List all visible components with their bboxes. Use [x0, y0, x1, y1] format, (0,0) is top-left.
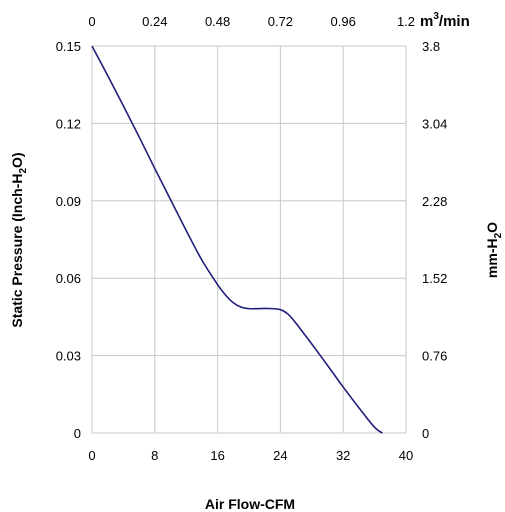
- y-axis-title-subscript: 2: [18, 168, 29, 174]
- secondary-x-axis-title: m3/min: [420, 11, 470, 30]
- secondary-x-title-part2: /min: [439, 13, 470, 30]
- x-tick-label: 32: [336, 448, 350, 463]
- x-axis-title: Air Flow-CFM: [205, 496, 295, 512]
- top-x-tick-label: 0.72: [268, 14, 293, 29]
- secondary-y-title-part2: O: [484, 222, 500, 233]
- y-tick-label: 0.09: [56, 194, 81, 209]
- x-tick-label: 24: [273, 448, 287, 463]
- y-tick-label: 0.15: [56, 39, 81, 54]
- right-y-tick-label: 1.52: [422, 271, 447, 286]
- x-tick-label: 40: [399, 448, 413, 463]
- right-y-tick-label: 2.28: [422, 194, 447, 209]
- y-tick-label: 0.12: [56, 116, 81, 131]
- x-tick-label: 0: [88, 448, 95, 463]
- x-tick-label: 16: [210, 448, 224, 463]
- top-axis-ticks: 0 0.24 0.48 0.72 0.96 1.2: [88, 14, 415, 29]
- plot-area: [91, 45, 383, 434]
- right-y-tick-label: 3.8: [422, 39, 440, 54]
- secondary-y-axis-title: mm-H2O: [484, 222, 504, 278]
- x-tick-label: 8: [151, 448, 158, 463]
- top-x-tick-label: 1.2: [397, 14, 415, 29]
- top-x-tick-label: 0.96: [331, 14, 356, 29]
- secondary-y-title-part1: mm-H: [484, 238, 500, 278]
- grid-lines: [91, 45, 407, 434]
- top-x-tick-label: 0.48: [205, 14, 230, 29]
- secondary-x-title-superscript: 3: [433, 11, 439, 22]
- series-line: [91, 45, 383, 434]
- right-y-tick-label: 0.76: [422, 349, 447, 364]
- y-axis-title-part1: Static Pressure (Inch-H: [9, 174, 25, 328]
- y-axis-title: Static Pressure (Inch-H2O): [9, 152, 29, 327]
- right-y-tick-label: 3.04: [422, 116, 447, 131]
- secondary-y-title-subscript: 2: [493, 232, 504, 238]
- secondary-x-title-part1: m: [420, 13, 433, 30]
- y-tick-label: 0.06: [56, 271, 81, 286]
- top-x-tick-label: 0.24: [142, 14, 167, 29]
- right-axis-ticks: 0 0.76 1.52 2.28 3.04 3.8: [422, 39, 447, 441]
- right-y-tick-label: 0: [422, 426, 429, 441]
- y-axis-title-part2: O): [9, 152, 25, 168]
- y-axis-ticks: 0 0.03 0.06 0.09 0.12 0.15: [56, 39, 81, 441]
- top-x-tick-label: 0: [88, 14, 95, 29]
- x-axis-ticks: 0 8 16 24 32 40: [88, 448, 413, 463]
- y-tick-label: 0: [74, 426, 81, 441]
- y-tick-label: 0.03: [56, 349, 81, 364]
